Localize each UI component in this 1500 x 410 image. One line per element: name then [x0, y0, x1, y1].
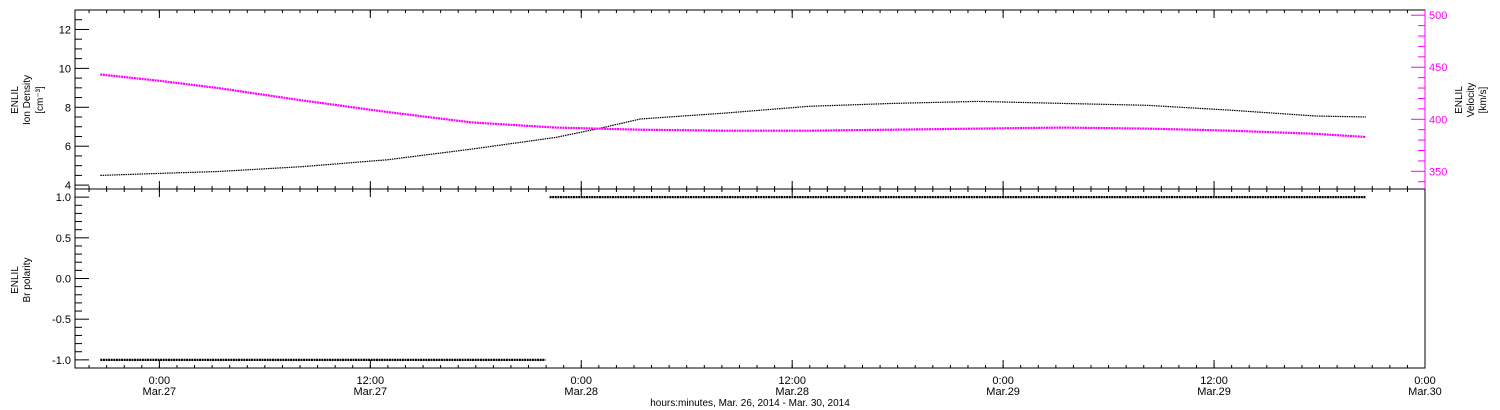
y-left-tick-label: 4: [65, 180, 71, 192]
y-right-tick-label: 450: [1429, 62, 1447, 74]
ticks-layer: 0:00Mar.2712:00Mar.270:00Mar.2812:00Mar.…: [52, 9, 1447, 398]
top-left-ylabel-line1: ENLIL: [10, 86, 21, 114]
y-bottom-tick-label: -0.5: [52, 314, 71, 326]
x-tick-date-label: Mar.27: [143, 386, 177, 398]
x-tick-date-label: Mar.28: [775, 386, 809, 398]
y-right-tick-label: 400: [1429, 114, 1447, 126]
x-tick-date-label: Mar.28: [564, 386, 598, 398]
x-tick-time-label: 12:00: [778, 375, 806, 387]
y-right-tick-label: 500: [1429, 10, 1447, 22]
x-tick-time-label: 12:00: [1200, 375, 1228, 387]
y-left-tick-label: 12: [59, 24, 71, 36]
x-tick-time-label: 0:00: [149, 375, 170, 387]
x-tick-time-label: 0:00: [1414, 375, 1435, 387]
bottom-left-ylabel-line2: Br polarity: [22, 257, 33, 302]
x-tick-date-label: Mar.29: [986, 386, 1020, 398]
x-tick-time-label: 0:00: [571, 375, 592, 387]
y-left-tick-label: 8: [65, 102, 71, 114]
series-layer: [100, 73, 1366, 361]
top-left-ylabel-line3: [cm⁻³]: [35, 86, 46, 114]
bottom-left-ylabel-line1: ENLIL: [10, 266, 21, 294]
top-right-ylabel-line1: ENLIL: [1454, 86, 1465, 114]
bottom-panel-frame: [74, 188, 1426, 369]
top-right-ylabel-line2: Velocity: [1466, 83, 1477, 117]
x-axis-title: hours:minutes, Mar. 26, 2014 - Mar. 30, …: [650, 398, 850, 409]
density-series-line: [100, 100, 1366, 176]
velocity-series-line: [100, 73, 1366, 139]
y-right-tick-label: 350: [1429, 166, 1447, 178]
y-bottom-tick-label: 1.0: [56, 192, 71, 204]
x-tick-time-label: 12:00: [357, 375, 385, 387]
top-left-ylabel-line2: Ion Density: [22, 75, 33, 125]
y-left-tick-label: 6: [65, 141, 71, 153]
y-bottom-tick-label: 0.5: [56, 233, 71, 245]
top-right-ylabel-line3: [km/s]: [1478, 86, 1489, 113]
top-panel-frame: [74, 9, 1426, 190]
y-bottom-tick-label: 0.0: [56, 274, 71, 286]
y-left-tick-label: 10: [59, 63, 71, 75]
x-tick-date-label: Mar.30: [1408, 386, 1442, 398]
x-tick-time-label: 0:00: [992, 375, 1013, 387]
y-bottom-tick-label: -1.0: [52, 355, 71, 367]
x-tick-date-label: Mar.29: [1197, 386, 1231, 398]
x-tick-date-label: Mar.27: [353, 386, 387, 398]
